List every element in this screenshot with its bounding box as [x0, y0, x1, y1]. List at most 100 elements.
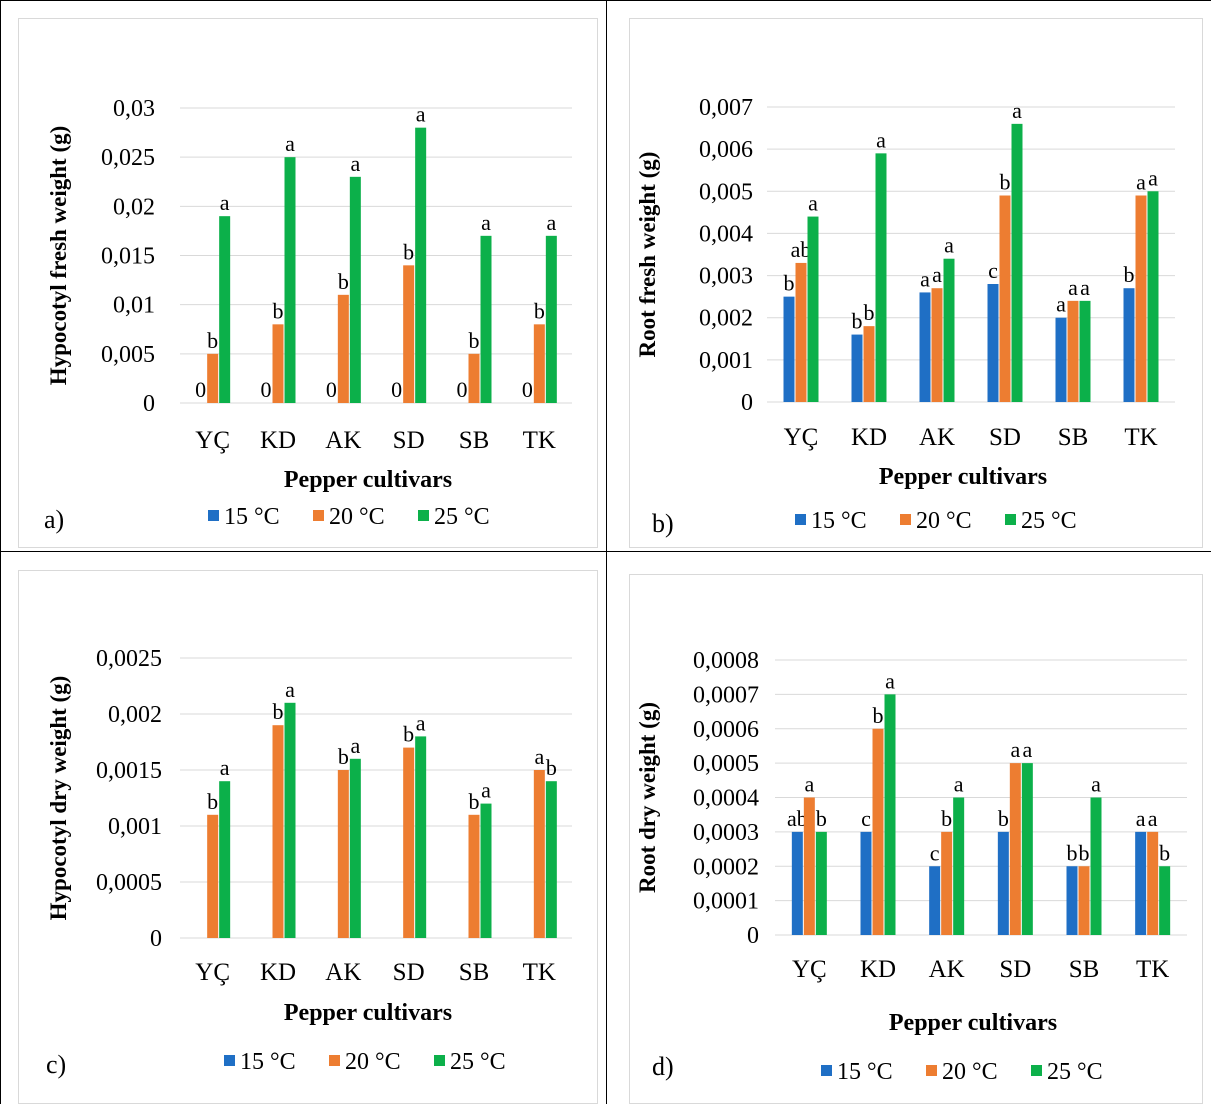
data-label: a [1022, 737, 1032, 762]
table-border-top [0, 0, 1211, 1]
data-label: a [954, 772, 964, 797]
bar-TK-20 °C [1135, 195, 1147, 402]
data-label: b [273, 699, 284, 724]
bar-AK-15 °C [929, 866, 941, 935]
x-tick-label: TK [523, 427, 556, 454]
bar-SD-25 °C [415, 127, 427, 404]
panel-label: a) [44, 505, 65, 534]
y-tick-label: 0 [741, 390, 753, 416]
bar-AK-15 °C [919, 292, 931, 402]
bar-SB-15 °C [1066, 866, 1078, 935]
data-label: a [350, 151, 360, 176]
y-tick-label: 0,007 [699, 95, 753, 121]
x-tick-label: SD [989, 424, 1021, 451]
data-label: a [808, 191, 818, 216]
x-axis-label: Pepper cultivars [889, 1010, 1057, 1036]
bar-KD-20 °C [272, 725, 284, 938]
chart-area-frame [629, 18, 1203, 548]
legend-swatch [1031, 1065, 1042, 1076]
y-tick-label: 0,0015 [96, 758, 162, 784]
bar-TK-15 °C [1123, 288, 1135, 402]
bar-YÇ-15 °C [791, 831, 803, 935]
data-label: b [816, 806, 827, 831]
y-tick-label: 0,006 [699, 137, 753, 163]
chart-panel-c: 0 0,0005 0,001 0,0015 0,002 0,0025 Hypocotyl d… [0, 552, 606, 1104]
data-label: a [546, 210, 556, 235]
data-label: a [1148, 165, 1158, 190]
data-label: 0 [391, 377, 402, 402]
x-axis-label: Pepper cultivars [284, 467, 452, 493]
bar-KD-25 °C [284, 157, 296, 403]
bar-SB-20 °C [468, 353, 480, 403]
data-label: a [416, 710, 426, 735]
x-tick-label: KD [851, 424, 887, 451]
bar-AK-25 °C [349, 176, 361, 403]
x-tick-label: KD [260, 959, 296, 986]
legend-swatch [418, 510, 429, 521]
legend-swatch [434, 1055, 445, 1066]
bar-SD-15 °C [997, 831, 1009, 935]
bar-TK-25 °C [1159, 866, 1171, 935]
data-label: a [1148, 806, 1158, 831]
data-label: b [852, 309, 863, 334]
bar-SB-25 °C [480, 803, 492, 938]
y-tick-label: 0,025 [101, 145, 155, 171]
bar-SD-15 °C [987, 284, 999, 402]
y-tick-label: 0,0004 [693, 786, 759, 812]
bar-KD-20 °C [872, 728, 884, 935]
panel-label: c) [46, 1050, 67, 1079]
table-divider-horizontal [0, 551, 1211, 552]
x-tick-label: SB [1058, 424, 1089, 451]
data-label: b [1124, 262, 1135, 287]
x-tick-label: AK [325, 959, 361, 986]
y-tick-label: 0,002 [108, 702, 162, 728]
data-label: a [416, 102, 426, 127]
data-label: a [481, 778, 491, 803]
data-label: b [403, 239, 414, 264]
table-divider-vertical [606, 0, 607, 1104]
bar-SD-20 °C [1009, 763, 1021, 935]
y-tick-label: 0,0006 [693, 717, 759, 743]
table-border-left [0, 0, 1, 1104]
data-label: a [534, 744, 544, 769]
y-tick-label: 0,03 [113, 96, 155, 122]
data-label: b [864, 300, 875, 325]
y-tick-label: 0 [150, 926, 162, 952]
x-tick-label: TK [523, 959, 556, 986]
data-label: 0 [326, 377, 337, 402]
bar-KD-20 °C [272, 324, 284, 403]
y-tick-label: 0 [143, 391, 155, 417]
chart-panel-b: 0 0,001 0,002 0,003 0,004 0,005 0,006 0,007 Root… [607, 0, 1211, 551]
x-tick-label: SD [393, 427, 425, 454]
bar-KD-15 °C [860, 831, 872, 935]
bar-TK-25 °C [1147, 191, 1159, 402]
bar-SD-20 °C [403, 747, 415, 938]
data-label: b [207, 789, 218, 814]
bar-SD-25 °C [415, 736, 427, 938]
bar-AK-20 °C [931, 288, 943, 402]
bar-SB-20 °C [1078, 866, 1090, 935]
data-label: a [1136, 806, 1146, 831]
data-label: a [350, 733, 360, 758]
y-axis-label: Root fresh weight (g) [635, 152, 660, 358]
x-tick-label: SD [393, 959, 425, 986]
bar-YÇ-20 °C [795, 262, 807, 402]
data-label: c [861, 806, 871, 831]
bar-SB-25 °C [1090, 797, 1102, 935]
x-tick-label: KD [260, 427, 296, 454]
legend-entry: 20 °C [329, 504, 385, 530]
legend-swatch [1005, 514, 1016, 525]
bar-SB-15 °C [1055, 317, 1067, 402]
data-label: b [1067, 840, 1078, 865]
data-label: b [941, 806, 952, 831]
data-label: a [1068, 275, 1078, 300]
legend-swatch [313, 510, 324, 521]
data-label: 0 [457, 377, 468, 402]
data-label: a [220, 755, 230, 780]
y-tick-label: 0 [747, 923, 759, 949]
data-label: b [469, 789, 480, 814]
data-label: b [338, 269, 349, 294]
data-label: a [804, 772, 814, 797]
legend-swatch [224, 1055, 235, 1066]
bar-SD-20 °C [403, 265, 415, 403]
